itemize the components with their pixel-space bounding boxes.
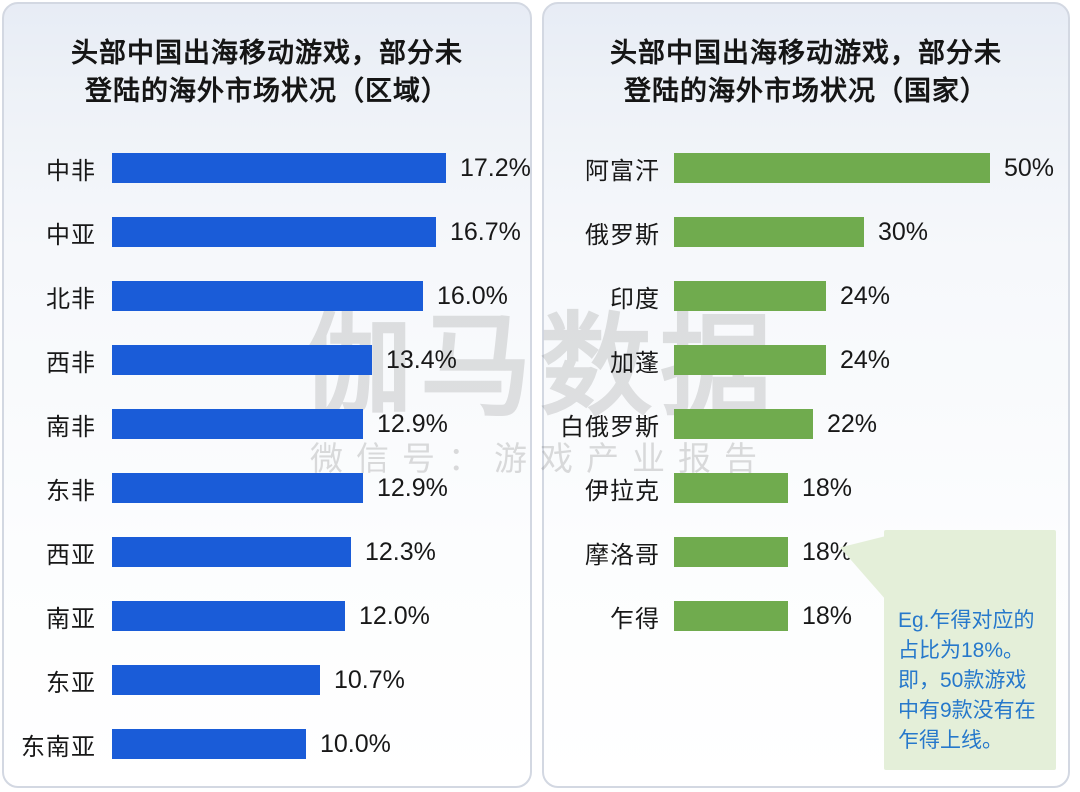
value-label: 12.0% [359,601,430,630]
chart-card-countries: 头部中国出海移动游戏，部分未 登陆的海外市场状况（国家） 阿富汗 50% 俄罗斯 30%… [542,2,1070,788]
category-label: 白俄罗斯 [560,413,660,441]
bar [112,345,372,375]
chart-title-regions-line1: 头部中国出海移动游戏，部分未 [71,38,463,68]
bar-row: 俄罗斯 30% [544,200,1068,264]
value-label: 13.4% [386,345,457,374]
bar-row: 西非 13.4% [4,328,530,392]
bar [674,153,990,183]
value-label: 22% [827,409,878,438]
bar [674,473,788,503]
category-label: 东南亚 [21,733,96,761]
bar-row: 中亚 16.7% [4,200,530,264]
chart-title-regions-line2: 登陆的海外市场状况（区域） [85,76,449,106]
bar-row: 印度 24% [544,264,1068,328]
bar [112,409,363,439]
category-label: 印度 [610,285,660,313]
bar-rows-regions: 中非 17.2% 中亚 16.7% 北非 16.0% 西非 13.4% 南非 12.9% 东非 12.… [4,136,531,776]
bar-row: 西亚 12.3% [4,520,530,584]
category-label: 南非 [46,413,96,441]
value-label: 10.0% [320,729,391,758]
bar [112,601,345,631]
category-label: 俄罗斯 [585,221,660,249]
category-label: 东亚 [46,669,96,697]
value-label: 12.9% [377,473,448,502]
category-label: 摩洛哥 [585,541,660,569]
category-label: 南亚 [46,605,96,633]
category-label: 西非 [46,349,96,377]
bar [674,601,788,631]
value-label: 12.9% [377,409,448,438]
value-label: 10.7% [334,665,405,694]
bar-row: 摩洛哥 18% [544,520,1068,584]
bar-row: 南非 12.9% [4,392,530,456]
bar-row: 中非 17.2% [4,136,531,200]
bar [112,153,446,183]
bar-row: 东非 12.9% [4,456,530,520]
value-label: 24% [840,345,891,374]
value-label: 16.0% [437,281,508,310]
bar-row: 北非 16.0% [4,264,530,328]
bar [674,217,864,247]
bar-row: 南亚 12.0% [4,584,530,648]
value-label: 18% [802,601,853,630]
bar [112,537,351,567]
value-label: 18% [802,473,853,502]
bar [112,217,436,247]
bar [112,665,320,695]
value-label: 12.3% [365,537,436,566]
chart-card-regions: 头部中国出海移动游戏，部分未 登陆的海外市场状况（区域） 中非 17.2% 中亚 16.… [2,2,532,788]
value-label: 16.7% [450,217,521,246]
bar [674,537,788,567]
bar-row: 东亚 10.7% [4,648,530,712]
category-label: 阿富汗 [585,157,660,185]
chart-title-countries: 头部中国出海移动游戏，部分未 登陆的海外市场状况（国家） [554,34,1058,110]
category-label: 西亚 [46,541,96,569]
value-label: 24% [840,281,891,310]
category-label: 东非 [46,477,96,505]
value-label: 30% [878,217,929,246]
category-label: 中亚 [46,221,96,249]
chart-title-countries-line2: 登陆的海外市场状况（国家） [624,76,988,106]
bar [674,345,826,375]
category-label: 加蓬 [610,349,660,377]
bar-row: 伊拉克 18% [544,456,1068,520]
bar [112,473,363,503]
category-label: 中非 [46,157,96,185]
bar [112,729,306,759]
bar-row: 乍得 18% [544,584,1068,648]
bar [674,409,813,439]
category-label: 北非 [46,285,96,313]
bar-row: 白俄罗斯 22% [544,392,1068,456]
value-label: 17.2% [460,153,531,182]
bar-row: 东南亚 10.0% [4,712,530,776]
callout-bubble: Eg.乍得对应的 占比为18%。 即，50款游戏 中有9款没有在 乍得上线。 [840,530,1056,770]
category-label: 乍得 [610,605,660,633]
bar-row: 加蓬 24% [544,328,1068,392]
callout-text: Eg.乍得对应的 占比为18%。 即，50款游戏 中有9款没有在 乍得上线。 [898,609,1036,752]
bar [674,281,826,311]
category-label: 伊拉克 [585,477,660,505]
bar [112,281,423,311]
value-label: 50% [1004,153,1055,182]
chart-title-countries-line1: 头部中国出海移动游戏，部分未 [610,38,1002,68]
chart-title-regions: 头部中国出海移动游戏，部分未 登陆的海外市场状况（区域） [14,34,520,110]
bar-rows-countries: 阿富汗 50% 俄罗斯 30% 印度 24% 加蓬 24% 白俄罗斯 22% 伊拉克 18% 摩洛哥 18… [544,136,1068,648]
bar-row: 阿富汗 50% [544,136,1068,200]
